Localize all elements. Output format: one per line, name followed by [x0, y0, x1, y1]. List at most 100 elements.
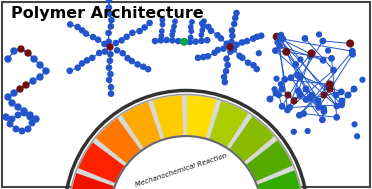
Circle shape — [75, 24, 80, 29]
Circle shape — [232, 21, 237, 26]
Circle shape — [130, 30, 135, 35]
Circle shape — [200, 28, 205, 33]
Circle shape — [251, 63, 256, 68]
Circle shape — [135, 62, 140, 67]
Circle shape — [293, 62, 298, 67]
Circle shape — [302, 36, 308, 41]
Circle shape — [291, 98, 297, 104]
Circle shape — [221, 46, 226, 51]
Circle shape — [234, 10, 239, 15]
Circle shape — [141, 64, 146, 69]
Circle shape — [291, 129, 296, 134]
Circle shape — [106, 5, 112, 10]
Circle shape — [285, 92, 291, 98]
Circle shape — [3, 114, 9, 120]
Circle shape — [107, 58, 112, 63]
Circle shape — [108, 85, 113, 90]
Circle shape — [309, 92, 315, 98]
Circle shape — [189, 29, 193, 33]
Circle shape — [283, 49, 289, 55]
Circle shape — [215, 33, 220, 38]
Circle shape — [321, 109, 327, 114]
Circle shape — [339, 98, 345, 104]
Circle shape — [308, 54, 312, 59]
Wedge shape — [246, 140, 293, 181]
Circle shape — [173, 19, 177, 24]
Circle shape — [109, 18, 114, 23]
Circle shape — [351, 86, 357, 92]
Circle shape — [282, 77, 288, 82]
Circle shape — [107, 11, 112, 16]
Circle shape — [5, 94, 11, 100]
Circle shape — [11, 90, 17, 96]
Circle shape — [107, 44, 113, 50]
Circle shape — [97, 50, 102, 56]
Circle shape — [232, 15, 238, 21]
Circle shape — [272, 87, 277, 92]
Circle shape — [240, 40, 245, 45]
Circle shape — [303, 86, 309, 92]
Circle shape — [218, 36, 224, 41]
Circle shape — [215, 47, 221, 53]
Circle shape — [277, 43, 282, 49]
Circle shape — [224, 41, 230, 46]
Circle shape — [137, 29, 142, 34]
Circle shape — [246, 60, 251, 65]
Circle shape — [298, 57, 303, 62]
Circle shape — [200, 21, 205, 26]
Circle shape — [281, 36, 286, 41]
Circle shape — [23, 82, 29, 88]
Circle shape — [208, 28, 214, 33]
Circle shape — [106, 77, 112, 82]
Circle shape — [119, 38, 124, 43]
Circle shape — [275, 40, 280, 45]
Circle shape — [108, 24, 113, 29]
Circle shape — [229, 39, 234, 45]
Circle shape — [229, 28, 234, 33]
Circle shape — [80, 61, 85, 66]
Circle shape — [159, 34, 164, 38]
Circle shape — [160, 18, 165, 22]
Circle shape — [106, 30, 111, 36]
Circle shape — [106, 0, 112, 3]
Circle shape — [37, 74, 43, 80]
Circle shape — [225, 63, 230, 68]
Circle shape — [5, 56, 11, 62]
Circle shape — [80, 28, 85, 33]
Circle shape — [274, 76, 279, 81]
Wedge shape — [70, 173, 114, 189]
Circle shape — [25, 126, 31, 132]
Wedge shape — [78, 143, 125, 183]
Text: Polymer Architecture: Polymer Architecture — [11, 6, 204, 21]
Circle shape — [339, 102, 344, 108]
Circle shape — [201, 24, 205, 29]
Circle shape — [273, 33, 280, 40]
Circle shape — [278, 36, 283, 41]
Circle shape — [170, 38, 175, 43]
Circle shape — [256, 51, 261, 56]
Circle shape — [145, 67, 151, 72]
Circle shape — [15, 104, 21, 110]
Circle shape — [321, 106, 326, 111]
Circle shape — [189, 25, 193, 29]
Circle shape — [224, 69, 229, 74]
Circle shape — [33, 116, 39, 122]
Circle shape — [267, 96, 273, 102]
Circle shape — [11, 48, 17, 54]
Circle shape — [176, 38, 181, 44]
Circle shape — [234, 42, 239, 47]
Circle shape — [195, 55, 201, 60]
Circle shape — [228, 49, 233, 54]
Circle shape — [29, 120, 35, 126]
Wedge shape — [230, 116, 274, 162]
Circle shape — [352, 122, 357, 127]
Circle shape — [170, 33, 174, 37]
Circle shape — [308, 50, 315, 57]
Circle shape — [153, 38, 158, 44]
Circle shape — [9, 116, 15, 122]
Circle shape — [15, 112, 21, 118]
Circle shape — [90, 55, 95, 60]
Circle shape — [287, 105, 292, 110]
Circle shape — [181, 38, 187, 45]
Text: Mechanochemical Reaction: Mechanochemical Reaction — [134, 152, 228, 188]
